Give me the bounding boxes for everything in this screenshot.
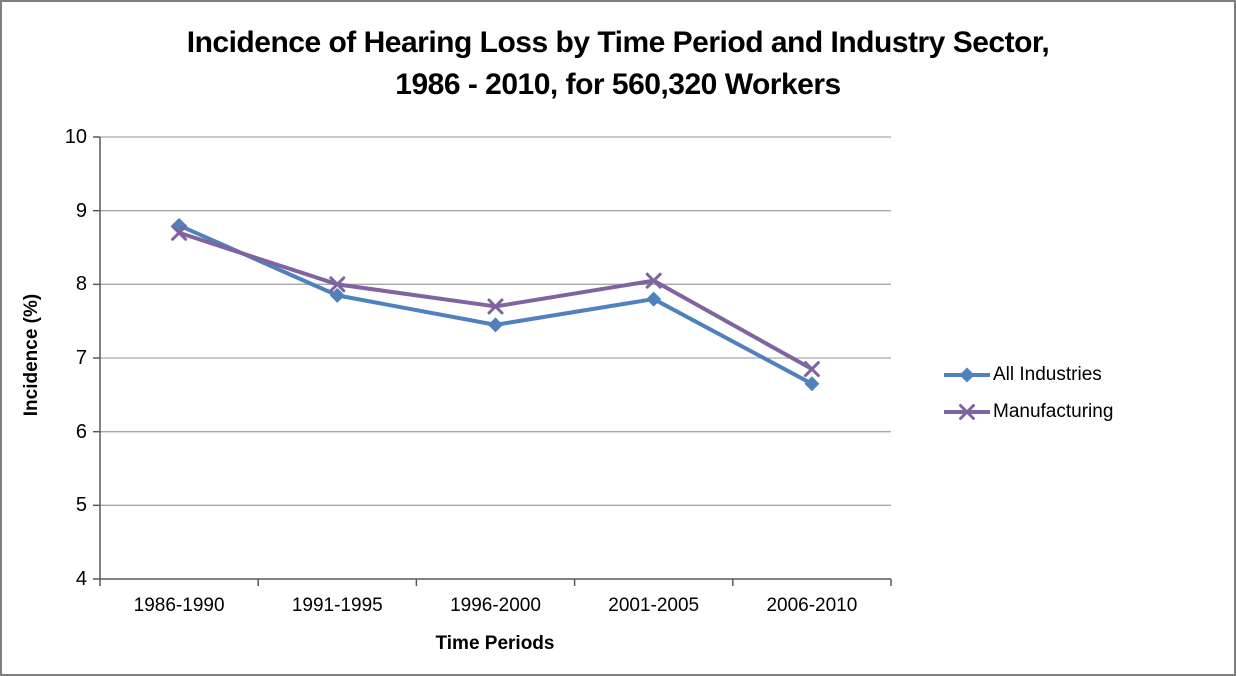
- y-tick-label: 6: [75, 420, 87, 443]
- x-tick-label: 1986-1990: [133, 595, 225, 616]
- y-tick-label: 10: [64, 126, 87, 148]
- legend: All Industries Manufacturing: [943, 364, 1113, 438]
- x-tick-label: 1991-1995: [291, 595, 383, 616]
- x-tick-label: 2001-2005: [608, 595, 700, 616]
- diamond-marker: [646, 291, 662, 307]
- legend-swatch-x-icon: [944, 404, 990, 420]
- x-marker: [329, 276, 346, 293]
- x-marker: [487, 298, 504, 315]
- chart-title-line2: 1986 - 2010, for 560,320 Workers: [395, 68, 841, 101]
- series-line-2: [177, 230, 814, 372]
- diamond-marker: [804, 376, 820, 392]
- diamond-marker: [329, 287, 345, 303]
- diamond-marker: [959, 367, 975, 383]
- legend-item: Manufacturing: [943, 401, 1113, 423]
- legend-item: All Industries: [943, 364, 1113, 386]
- y-tick-label: 4: [75, 568, 87, 590]
- chart-title: Incidence of Hearing Loss by Time Period…: [2, 22, 1234, 106]
- y-axis-title: Incidence (%): [21, 293, 42, 417]
- x-tick-label: 2006-2010: [766, 595, 858, 616]
- y-tick-label: 8: [75, 273, 87, 296]
- legend-label: Manufacturing: [993, 401, 1114, 422]
- y-tick-label: 9: [75, 199, 87, 222]
- diamond-marker: [488, 317, 503, 333]
- x-axis-title: Time Periods: [435, 633, 555, 654]
- legend-label: All Industries: [993, 364, 1102, 385]
- y-tick-label: 7: [75, 347, 87, 369]
- x-tick-label: 1996-2000: [450, 595, 541, 616]
- x-marker: [959, 404, 975, 420]
- y-tick-label: 5: [75, 494, 87, 517]
- x-marker: [645, 272, 662, 289]
- x-marker: [171, 224, 188, 241]
- chart-title-line1: Incidence of Hearing Loss by Time Period…: [186, 26, 1050, 59]
- x-marker: [803, 361, 820, 378]
- legend-swatch-diamond-icon: [944, 367, 990, 383]
